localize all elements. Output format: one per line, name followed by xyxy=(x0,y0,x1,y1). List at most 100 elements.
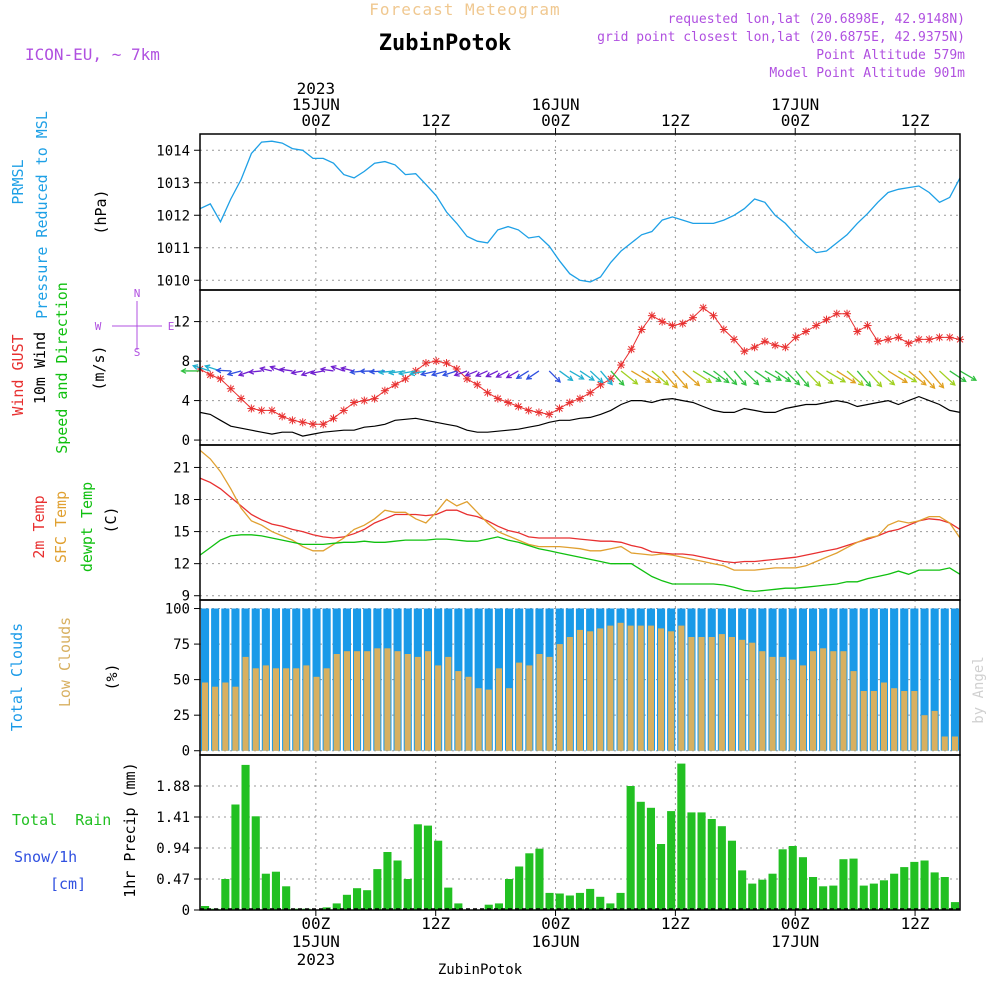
y-tick-label: 0.94 xyxy=(156,841,190,857)
wind-direction-arrow xyxy=(191,364,211,372)
wind-gust-marker xyxy=(329,414,338,423)
wind-gust-marker xyxy=(206,370,215,379)
total-cloud-bar xyxy=(920,608,929,751)
temp-2m-line xyxy=(199,477,961,564)
low-cloud-bar xyxy=(901,691,908,751)
wind-gust-marker xyxy=(257,406,266,415)
gust-marker-d2 xyxy=(843,310,851,318)
gust-marker-d2 xyxy=(720,326,728,333)
temp-dewpt-line xyxy=(199,534,961,593)
arrow-shaft xyxy=(826,370,846,383)
arrow-head xyxy=(191,364,199,370)
compass-s: S xyxy=(134,346,141,359)
wind-direction-arrow xyxy=(908,370,927,386)
arrow-head xyxy=(441,371,449,377)
low-cloud-bar xyxy=(810,651,817,751)
precip-bar xyxy=(363,890,372,910)
low-cloud-bar xyxy=(435,665,442,751)
wind-gust-marker xyxy=(216,374,225,383)
y-tick-label: 1013 xyxy=(156,176,190,192)
wind-gust-marker xyxy=(771,341,780,350)
gust-marker-d2 xyxy=(936,334,943,341)
low-cloud-bar xyxy=(333,654,340,751)
wind-gust-marker xyxy=(483,388,492,397)
y-tick-label: 21 xyxy=(173,460,190,476)
low-cloud-bar xyxy=(658,628,665,751)
arrow-head xyxy=(464,371,471,377)
total-cloud-bar xyxy=(859,608,868,751)
wind-direction-arrow xyxy=(464,370,478,377)
low-cloud-bar xyxy=(506,688,513,751)
clouds-panel: Total Clouds Low Clouds (%) xyxy=(8,617,121,731)
low-cloud-bar xyxy=(698,637,705,751)
gust-marker-d2 xyxy=(699,304,707,312)
gust-marker-d2 xyxy=(391,381,399,389)
gust-marker-d2 xyxy=(422,359,430,367)
precip-bar xyxy=(413,824,422,910)
total-cloud-bar xyxy=(890,608,899,751)
total-cloud-bar xyxy=(869,608,878,751)
snow-label: Snow/1h xyxy=(14,848,77,866)
top-time-label: 00Z xyxy=(541,111,570,130)
arrow-shaft xyxy=(949,370,966,382)
wind-gust-marker xyxy=(873,337,882,346)
wind-gust-marker xyxy=(658,317,667,326)
precip-bar xyxy=(890,873,899,910)
arrow-shaft xyxy=(836,370,856,384)
arrow-shaft xyxy=(846,370,864,386)
precip-bar xyxy=(809,877,818,910)
low-cloud-bar xyxy=(668,631,675,751)
bottom-time-label: 00Z xyxy=(541,914,570,933)
precip-bar xyxy=(393,860,402,910)
arrow-head xyxy=(319,366,326,373)
gust-marker-d2 xyxy=(206,371,214,379)
precip-bar xyxy=(525,853,534,910)
precip-bar xyxy=(920,860,929,910)
wind-direction-arrow xyxy=(548,370,561,383)
arrow-head xyxy=(850,378,857,384)
y-tick-label: 1014 xyxy=(156,143,190,159)
arrow-head xyxy=(960,376,967,383)
wind-gust-marker xyxy=(226,384,235,393)
y-tick-label: 1.41 xyxy=(156,810,190,826)
precip-bar xyxy=(241,764,250,910)
precip-bar xyxy=(342,894,351,910)
precip-bar xyxy=(950,902,959,910)
wind-gust-marker xyxy=(832,309,841,318)
precip-bar xyxy=(596,896,605,910)
low-cloud-bar xyxy=(759,651,766,751)
low-cloud-bar xyxy=(820,648,827,751)
precip-bar xyxy=(910,861,919,910)
precip-bar xyxy=(930,872,939,910)
gust-marker-d2 xyxy=(689,314,697,321)
arrow-shaft xyxy=(805,370,821,387)
precip-bar xyxy=(555,893,564,910)
gust-marker-d2 xyxy=(350,399,358,406)
total-cloud-bar xyxy=(211,608,220,751)
gust-marker-d2 xyxy=(360,397,368,404)
arrow-head xyxy=(474,371,482,378)
wind-direction-arrow xyxy=(340,366,355,372)
top-time-label: 12Z xyxy=(661,111,690,130)
y-tick-label: 12 xyxy=(173,315,190,331)
precip-bar xyxy=(869,883,878,910)
arrow-shaft xyxy=(600,370,613,385)
precip-bar xyxy=(768,873,777,910)
low-cloud-bar xyxy=(840,651,847,751)
wind-gust-marker xyxy=(391,380,400,389)
total-cloud-bar xyxy=(930,608,939,751)
arrow-shaft xyxy=(651,370,669,386)
precip-bar xyxy=(646,807,655,910)
top-time-label: 2023 xyxy=(297,79,336,98)
precip-bar xyxy=(758,879,767,910)
wind-gust-marker xyxy=(237,394,246,403)
gust-marker-d2 xyxy=(289,416,296,424)
gust-marker-d2 xyxy=(525,407,533,414)
low-cloud-bar xyxy=(283,668,290,751)
low-cloud-bar xyxy=(475,688,482,751)
low-cloud-bar xyxy=(718,634,725,751)
wind-direction-arrow xyxy=(671,370,689,390)
precip-bar xyxy=(798,857,807,910)
